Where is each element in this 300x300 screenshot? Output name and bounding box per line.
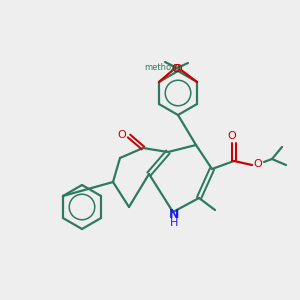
Text: H: H [170,218,178,228]
Text: O: O [228,131,236,141]
Text: N: N [169,208,179,220]
Text: O: O [118,130,126,140]
Text: O: O [172,64,180,74]
Text: O: O [172,64,180,74]
Text: O: O [174,64,182,74]
Text: methoxy: methoxy [145,62,182,71]
Text: O: O [254,159,262,169]
